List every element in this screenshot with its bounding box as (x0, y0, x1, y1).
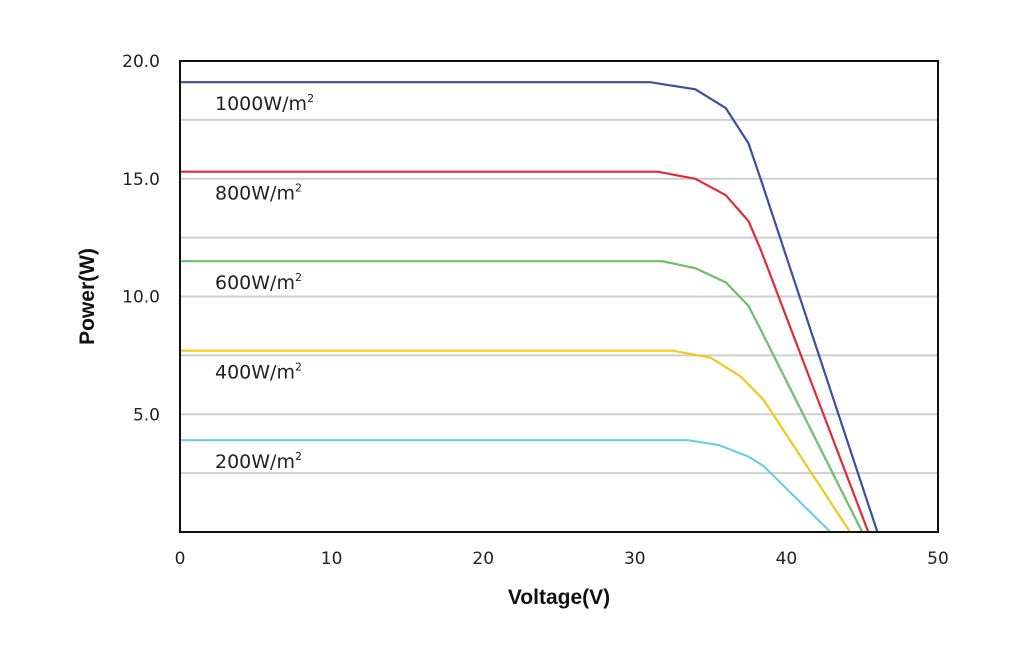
series-label: 800W/m2 (215, 182, 302, 205)
series-label: 600W/m2 (215, 271, 302, 294)
x-axis-ticks: 0 10 20 30 40 50 (175, 549, 949, 569)
series-label: 200W/m2 (215, 450, 302, 473)
x-axis-title: Voltage(V) (508, 586, 610, 609)
series-line (180, 81, 879, 533)
y-tick-label: 20.0 (122, 52, 160, 72)
series-line (180, 170, 870, 533)
x-tick-label: 30 (624, 549, 646, 569)
y-tick-label: 15.0 (122, 170, 160, 190)
series-label: 400W/m2 (215, 361, 302, 384)
series-label: 1000W/m2 (215, 92, 314, 115)
x-tick-label: 0 (175, 549, 186, 569)
grid-lines (180, 118, 938, 475)
y-tick-label: 10.0 (122, 288, 160, 308)
y-axis-title: Power(W) (76, 248, 99, 345)
series-lines (180, 81, 879, 533)
series-line (180, 260, 864, 533)
x-tick-label: 10 (321, 549, 343, 569)
x-tick-label: 50 (927, 549, 949, 569)
x-tick-label: 40 (776, 549, 798, 569)
y-axis-ticks: 5.0 10.0 15.0 20.0 (122, 52, 160, 425)
plot-border (179, 60, 939, 533)
x-tick-label: 20 (472, 549, 494, 569)
series-labels: 1000W/m2 800W/m2 600W/m2 400W/m2 200W/m2 (215, 92, 314, 473)
y-tick-label: 5.0 (133, 405, 160, 425)
series-line (180, 349, 852, 533)
series-line (180, 439, 832, 533)
